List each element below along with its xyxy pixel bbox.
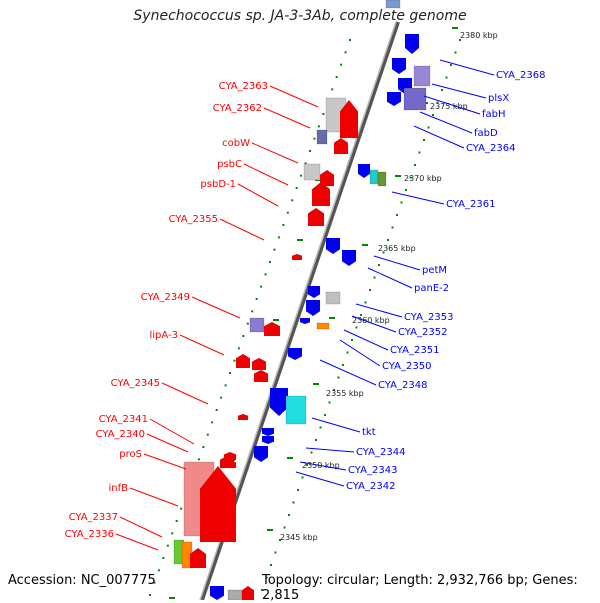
reverse-gene-label: CYA_2353 <box>404 312 453 323</box>
scale-label: 2365 kbp <box>378 244 416 253</box>
forward-gene-label: CYA_2337 <box>69 512 118 523</box>
scale-label: 2360 kbp <box>352 316 390 325</box>
scale-label: 2355 kbp <box>326 389 364 398</box>
reverse-gene-label: CYA_2342 <box>346 481 395 492</box>
accession-text: Accession: NC_007775 <box>8 573 156 588</box>
scale-label: 2375 kbp <box>430 102 468 111</box>
genome-info-text: Topology: circular; Length: 2,932,766 bp… <box>262 573 578 603</box>
genome-title: Synechococcus sp. JA-3-3Ab, complete gen… <box>133 8 467 24</box>
reverse-gene-label: CYA_2351 <box>390 345 439 356</box>
forward-gene-label: CYA_2340 <box>96 429 145 440</box>
forward-gene-label: CYA_2336 <box>65 529 114 540</box>
reverse-gene-label: fabD <box>474 128 498 139</box>
forward-gene-label: CYA_2363 <box>219 81 268 92</box>
forward-gene-label: CYA_2341 <box>99 414 148 425</box>
reverse-gene-label: CYA_2344 <box>356 447 405 458</box>
reverse-gene-label: CYA_2343 <box>348 465 397 476</box>
reverse-gene-label: fabH <box>482 109 506 120</box>
forward-gene-label: cobW <box>222 138 250 149</box>
forward-gene-label: psbD-1 <box>200 179 236 190</box>
reverse-gene-label: CYA_2348 <box>378 380 427 391</box>
reverse-gene-label: CYA_2352 <box>398 327 447 338</box>
gene-features <box>173 0 431 600</box>
reverse-gene-label: panE-2 <box>414 283 449 294</box>
reverse-gene-label: CYA_2361 <box>446 199 495 210</box>
gene-callouts: CYA_2363 CYA_2362 cobW psbC psbD-1 CYA_2355 CY… <box>65 59 545 551</box>
forward-gene-label: CYA_2355 <box>169 214 218 225</box>
reverse-gene-label: petM <box>422 265 447 276</box>
reverse-gene-label: CYA_2350 <box>382 361 431 372</box>
reverse-gene-label: CYA_2364 <box>466 143 515 154</box>
reverse-gene-label: CYA_2368 <box>496 70 545 81</box>
scale-label: 2370 kbp <box>404 174 442 183</box>
reverse-gene-label: tkt <box>362 427 376 438</box>
scale-label: 2380 kbp <box>460 31 498 40</box>
forward-gene-label: lipA-3 <box>150 330 179 341</box>
forward-gene-label: CYA_2362 <box>213 103 262 114</box>
scale-label: 2345 kbp <box>280 533 318 542</box>
reverse-gene-label: plsX <box>488 93 509 104</box>
forward-gene-label: infB <box>109 483 129 494</box>
forward-gene-label: proS <box>119 449 142 460</box>
forward-gene-label: psbC <box>217 159 242 170</box>
forward-gene-label: CYA_2345 <box>111 378 160 389</box>
forward-gene-label: CYA_2349 <box>141 292 190 303</box>
